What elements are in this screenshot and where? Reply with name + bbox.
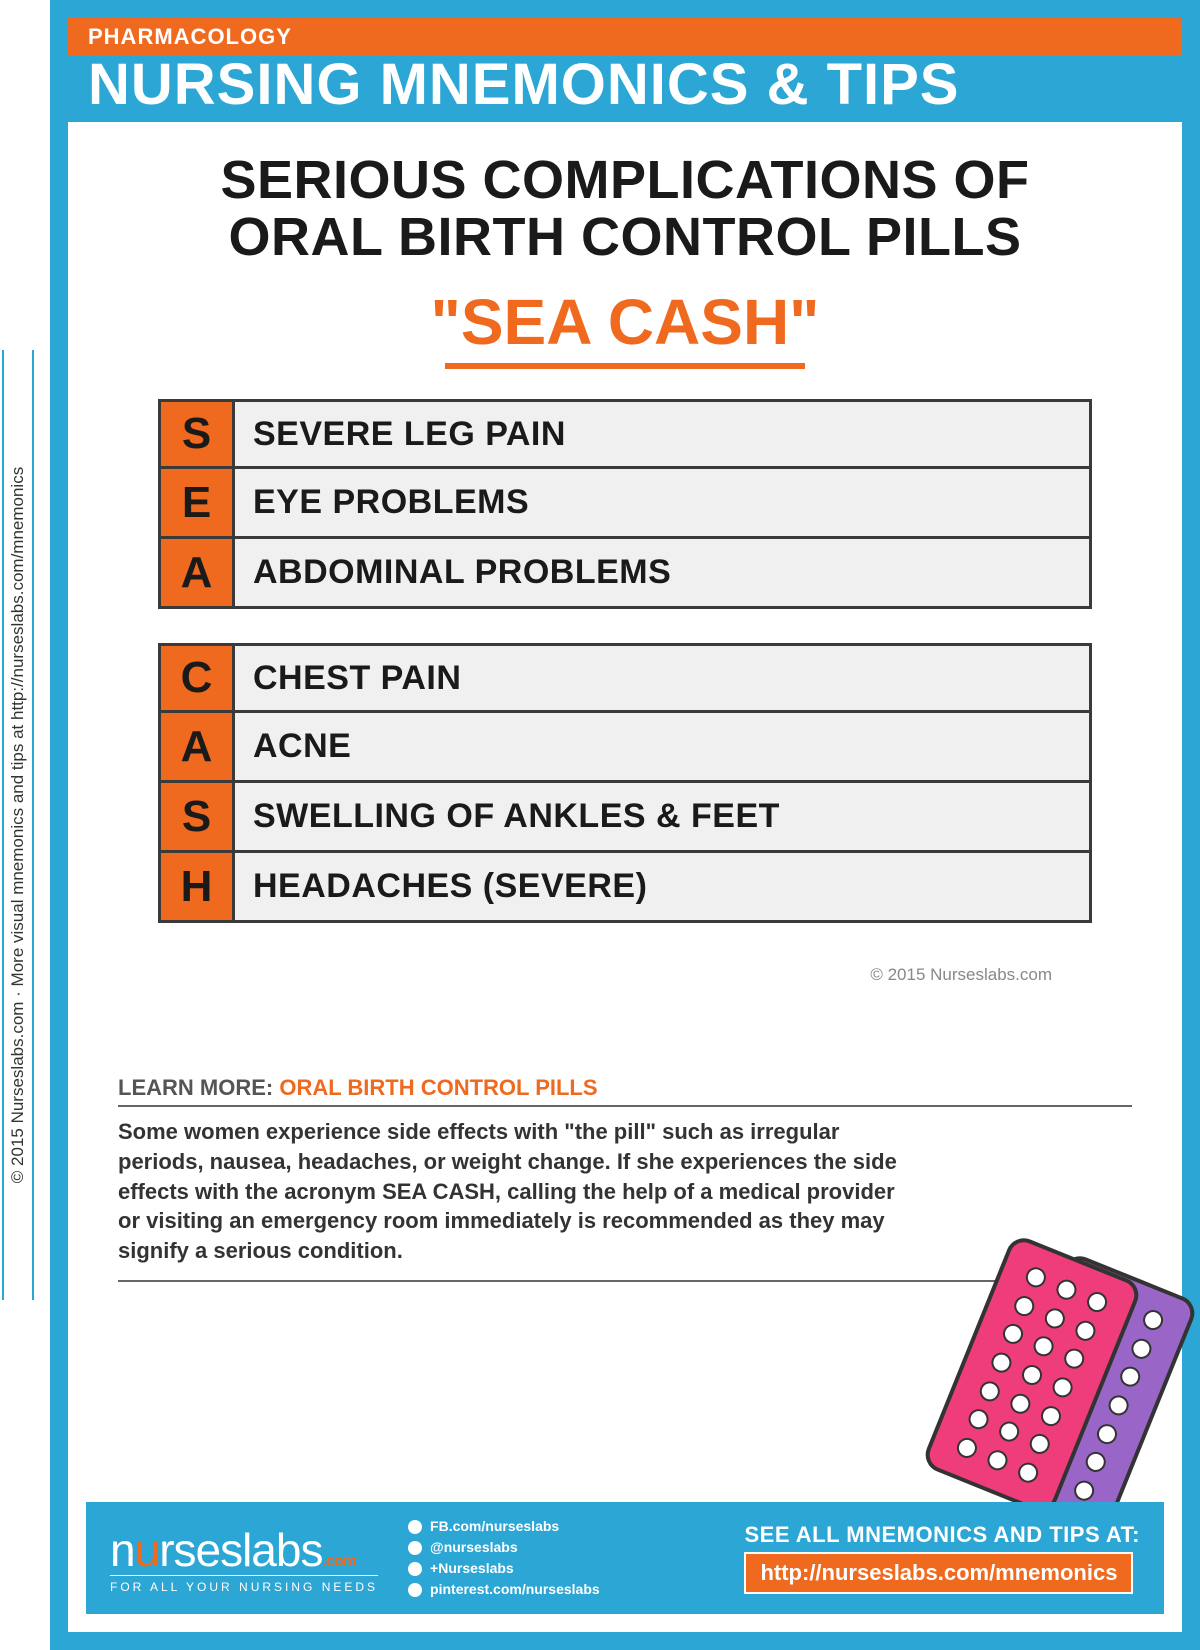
copyright: © 2015 Nurseslabs.com [128,957,1122,985]
desc-cell: SEVERE LEG PAIN [235,402,1089,466]
card: PHARMACOLOGY NURSING MNEMONICS & TIPS SE… [50,0,1200,1650]
social-fb[interactable]: FB.com/nurseslabs [430,1516,559,1537]
pinterest-icon [408,1583,422,1597]
lm-topic: ORAL BIRTH CONTROL PILLS [279,1075,597,1100]
social-tw[interactable]: @nurseslabs [430,1537,518,1558]
logo-tagline: FOR ALL YOUR NURSING NEEDS [110,1575,378,1594]
learn-more-body: Some women experience side effects with … [118,1117,898,1265]
header-title: NURSING MNEMONICS & TIPS [68,56,1182,122]
footer-link[interactable]: http://nurseslabs.com/mnemonics [744,1552,1133,1594]
letter-cell: A [161,539,235,606]
divider [118,1105,1132,1107]
letter-cell: S [161,402,235,466]
desc-cell: ABDOMINAL PROBLEMS [235,539,1089,606]
letter-cell: C [161,646,235,710]
content: SERIOUS COMPLICATIONS OF ORAL BIRTH CONT… [68,122,1182,995]
facebook-icon [408,1520,422,1534]
social-pin[interactable]: pinterest.com/nurseslabs [430,1579,600,1600]
logo-com: .com [322,1553,355,1570]
social-links: FB.com/nurseslabs @nurseslabs +Nurseslab… [408,1516,600,1600]
social-gp[interactable]: +Nurseslabs [430,1558,514,1579]
table-row: A ABDOMINAL PROBLEMS [158,539,1092,609]
title-line1: SERIOUS COMPLICATIONS OF [220,150,1029,210]
letter-cell: E [161,469,235,536]
mnemonic: "SEA CASH" [128,285,1122,359]
desc-cell: EYE PROBLEMS [235,469,1089,536]
desc-cell: HEADACHES (SEVERE) [235,853,1089,920]
main-title: SERIOUS COMPLICATIONS OF ORAL BIRTH CONT… [128,152,1122,265]
letter-cell: H [161,853,235,920]
title-line2: ORAL BIRTH CONTROL PILLS [229,207,1022,267]
table-row: E EYE PROBLEMS [158,469,1092,539]
table-row: H HEADACHES (SEVERE) [158,853,1092,923]
footer: nurseslabs.com FOR ALL YOUR NURSING NEED… [86,1502,1164,1614]
category-bar: PHARMACOLOGY [68,18,1182,56]
lm-prefix: LEARN MORE: [118,1075,273,1100]
letter-cell: A [161,713,235,780]
gplus-icon [408,1562,422,1576]
letter-cell: S [161,783,235,850]
sidebar-credit: © 2015 Nurseslabs.com · More visual mnem… [2,350,34,1300]
table-row: A ACNE [158,713,1092,783]
table-row: C CHEST PAIN [158,643,1092,713]
logo: nurseslabs.com FOR ALL YOUR NURSING NEED… [110,1523,378,1594]
table-row: S SEVERE LEG PAIN [158,399,1092,469]
desc-cell: SWELLING OF ANKLES & FEET [235,783,1089,850]
desc-cell: ACNE [235,713,1089,780]
mnemonic-underline [445,363,805,369]
group-cash: C CHEST PAIN A ACNE S SWELLING OF ANKLES… [128,643,1122,923]
table-row: S SWELLING OF ANKLES & FEET [158,783,1092,853]
footer-label: SEE ALL MNEMONICS AND TIPS AT: [744,1522,1140,1548]
group-sea: S SEVERE LEG PAIN E EYE PROBLEMS A ABDOM… [128,399,1122,609]
learn-more-label: LEARN MORE: ORAL BIRTH CONTROL PILLS [118,1075,1132,1101]
footer-cta: SEE ALL MNEMONICS AND TIPS AT: http://nu… [744,1522,1140,1594]
logo-text: nurseslabs [110,1524,322,1576]
twitter-icon [408,1541,422,1555]
desc-cell: CHEST PAIN [235,646,1089,710]
pill-illustration [902,1252,1172,1512]
